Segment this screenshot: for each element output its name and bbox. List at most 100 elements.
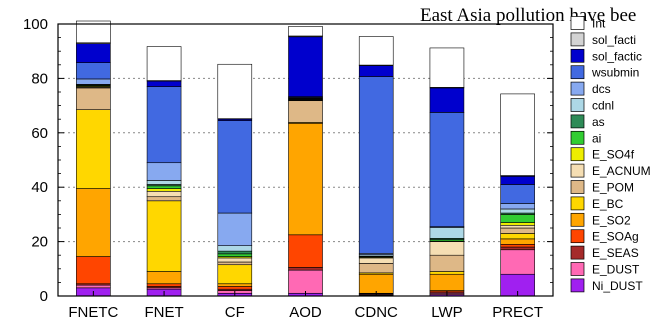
legend-label: E_SO4f bbox=[592, 148, 635, 162]
y-tick-label: 80 bbox=[31, 70, 48, 87]
bar-segment-e-so4f-fnet bbox=[146, 188, 182, 192]
legend-label: sol_factic bbox=[592, 49, 642, 63]
legend-swatch-e-bc bbox=[570, 196, 585, 211]
bar-segment-e-seas-prect bbox=[500, 246, 535, 251]
bar-segment-int-prect bbox=[500, 93, 535, 176]
bar-segment-e-soag-prect bbox=[500, 244, 535, 248]
legend-swatch-e-seas bbox=[570, 245, 585, 260]
bar-segment-dcs-prect bbox=[500, 203, 535, 210]
x-tick-label: CDNC bbox=[355, 304, 398, 321]
bar-segment-e-pom-aod bbox=[288, 100, 323, 123]
bars-layer bbox=[76, 20, 535, 297]
bar-segment-int-cf bbox=[217, 63, 253, 119]
bar-segment-sol-factic-cdnc bbox=[358, 65, 394, 77]
legend-swatch-ni-dust bbox=[570, 278, 585, 293]
bar-segment-dcs-fnet bbox=[146, 162, 182, 181]
bar-segment-int-lwp bbox=[429, 47, 465, 88]
legend-swatch-e-so2 bbox=[570, 212, 585, 227]
legend-swatch-dcs bbox=[570, 81, 585, 96]
bar-segment-cdnl-cf bbox=[217, 245, 253, 252]
bar-segment-ai-fnet bbox=[146, 185, 182, 189]
bar-segment-e-pom-fnet bbox=[146, 196, 182, 202]
bar-segment-e-soag-fnet bbox=[146, 283, 182, 287]
bar-segment-e-so2-cf bbox=[217, 283, 253, 287]
bar-segment-cdnl-lwp bbox=[429, 227, 465, 239]
legend-swatch-wsubmin bbox=[570, 65, 585, 80]
bar-segment-e-soag-aod bbox=[288, 234, 323, 268]
x-tick-label: PRECT bbox=[492, 304, 543, 321]
bar-segment-e-so2-fnet bbox=[146, 271, 182, 285]
bar-segment-wsubmin-cdnc bbox=[358, 76, 394, 254]
bar-segment-e-so2-prect bbox=[500, 238, 535, 245]
bar-segment-ai-prect bbox=[500, 214, 535, 223]
bar-segment-wsubmin-fnetc bbox=[76, 62, 111, 80]
bar-segment-e-so2-lwp bbox=[429, 273, 465, 291]
y-tick-label: 0 bbox=[40, 288, 48, 305]
bar-segment-e-bc-cf bbox=[217, 264, 253, 285]
bar-segment-e-pom-fnetc bbox=[76, 87, 111, 110]
bar-segment-e-acnum-cdnc bbox=[358, 257, 394, 264]
bar-segment-e-bc-fnetc bbox=[76, 109, 111, 189]
y-tick-label: 60 bbox=[31, 125, 48, 142]
bar-segment-dcs-cf bbox=[217, 212, 253, 246]
bar-segment-e-pom-prect bbox=[500, 227, 535, 234]
legend-swatch-ai bbox=[570, 130, 585, 145]
bar-segment-wsubmin-cf bbox=[217, 120, 253, 214]
legend-swatch-sol-factic bbox=[570, 48, 585, 63]
bar-segment-int-cdnc bbox=[358, 36, 394, 66]
bar-segment-wsubmin-lwp bbox=[429, 112, 465, 227]
legend-label: E_SEAS bbox=[592, 246, 639, 260]
bar-segment-sol-factic-fnetc bbox=[76, 43, 111, 63]
bar-segment-sol-factic-aod bbox=[288, 36, 323, 97]
bar-segment-int-aod bbox=[288, 26, 323, 37]
legend-swatch-as bbox=[570, 114, 585, 129]
x-tick-label: LWP bbox=[431, 304, 462, 321]
bar-segment-sol-factic-lwp bbox=[429, 87, 465, 113]
y-tick-label: 100 bbox=[23, 16, 48, 33]
legend-swatch-e-soag bbox=[570, 229, 585, 244]
legend-label: E_DUST bbox=[592, 263, 640, 277]
bar-segment-e-acnum-lwp bbox=[429, 241, 465, 256]
bar-segment-ai-cf bbox=[217, 253, 253, 257]
bar-segment-e-so2-fnetc bbox=[76, 188, 111, 257]
bar-segment-e-so2-cdnc bbox=[358, 273, 394, 294]
legend-swatch-e-pom bbox=[570, 180, 585, 194]
y-tick-label: 40 bbox=[31, 179, 48, 196]
x-tick-label: AOD bbox=[289, 304, 322, 321]
bar-segment-e-bc-prect bbox=[500, 233, 535, 240]
bar-segment-e-pom-cdnc bbox=[358, 263, 394, 274]
bar-segment-e-bc-lwp bbox=[429, 271, 465, 275]
legend-label: E_SO2 bbox=[592, 213, 631, 227]
bar-segment-e-so2-aod bbox=[288, 122, 323, 236]
x-tick-label: FNET bbox=[144, 304, 183, 321]
bar-segment-cdnl-prect bbox=[500, 208, 535, 214]
legend-label: sol_facti bbox=[592, 33, 636, 47]
bar-segment-e-pom-cf bbox=[217, 261, 253, 266]
bar-segment-int-fnetc bbox=[76, 20, 111, 44]
legend-swatch-sol-facti bbox=[570, 32, 585, 47]
x-tick-label: FNETC bbox=[68, 304, 118, 321]
bar-segment-e-soag-fnetc bbox=[76, 256, 111, 285]
x-tick-label: CF bbox=[225, 304, 245, 321]
bar-segment-e-acnum-cf bbox=[217, 257, 253, 263]
legend-swatch-int bbox=[570, 16, 585, 30]
y-tick-label: 20 bbox=[31, 234, 48, 251]
bar-segment-wsubmin-prect bbox=[500, 184, 535, 204]
legend-swatch-cdnl bbox=[570, 98, 585, 112]
legend-swatch-e-dust bbox=[570, 262, 585, 276]
legend-label: dcs bbox=[592, 82, 611, 96]
legend-label: as bbox=[592, 115, 605, 129]
bar-segment-e-acnum-fnet bbox=[146, 190, 182, 198]
bar-segment-wsubmin-fnet bbox=[146, 86, 182, 164]
bar-segment-as-cf bbox=[217, 250, 253, 255]
bar-segment-e-dust-aod bbox=[288, 269, 323, 294]
legend-label: E_ACNUM bbox=[592, 164, 651, 178]
legend-label: wsubmin bbox=[591, 66, 639, 80]
bar-segment-cdnl-fnet bbox=[146, 180, 182, 185]
legend-label: Int bbox=[592, 17, 606, 31]
legend-label: E_SOAg bbox=[592, 230, 639, 244]
bar-segment-sol-factic-prect bbox=[500, 176, 535, 185]
legend-label: E_POM bbox=[592, 181, 634, 195]
